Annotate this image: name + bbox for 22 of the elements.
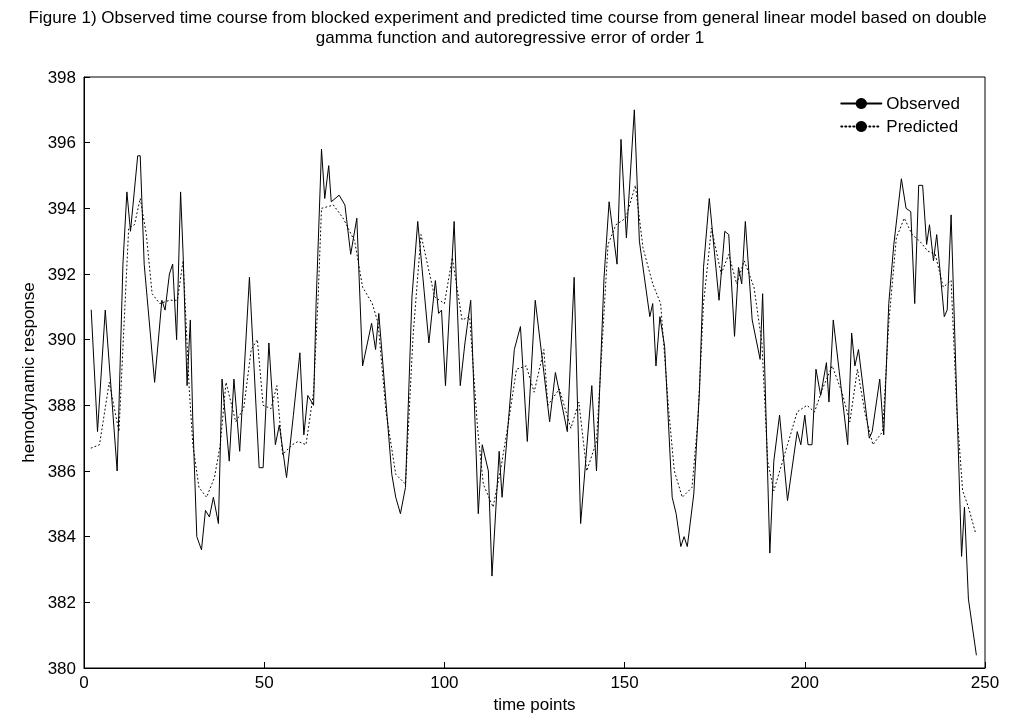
legend-label: Predicted	[886, 117, 959, 136]
x-tick-label: 0	[79, 673, 89, 692]
y-tick-label: 392	[47, 264, 76, 284]
chart-title: Figure 1) Observed time course from blocked experiment and predicted time course from general linear model based on double gamma function and autoregressive error of order 1	[28, 7, 992, 47]
x-tick-label: 150	[610, 673, 639, 692]
x-tick-label: 250	[970, 673, 1000, 692]
x-tick-label: 50	[254, 673, 274, 692]
y-tick-label: 382	[47, 592, 76, 612]
x-tick-label: 200	[790, 673, 819, 692]
legend-label: Observed	[886, 94, 960, 113]
y-axis-title: hemodynamic response	[18, 282, 38, 463]
y-tick-label: 386	[47, 461, 76, 481]
x-axis-title: time points	[493, 694, 576, 714]
y-tick-label: 388	[47, 395, 76, 415]
y-tick-label: 380	[47, 658, 76, 678]
y-tick-label: 398	[47, 67, 76, 87]
line-series	[90, 109, 977, 656]
y-tick-label: 384	[47, 527, 76, 547]
y-tick-label: 394	[47, 198, 76, 218]
x-tick-label: 100	[430, 673, 459, 692]
y-tick-label: 396	[47, 133, 76, 153]
y-tick-label: 390	[47, 330, 76, 350]
